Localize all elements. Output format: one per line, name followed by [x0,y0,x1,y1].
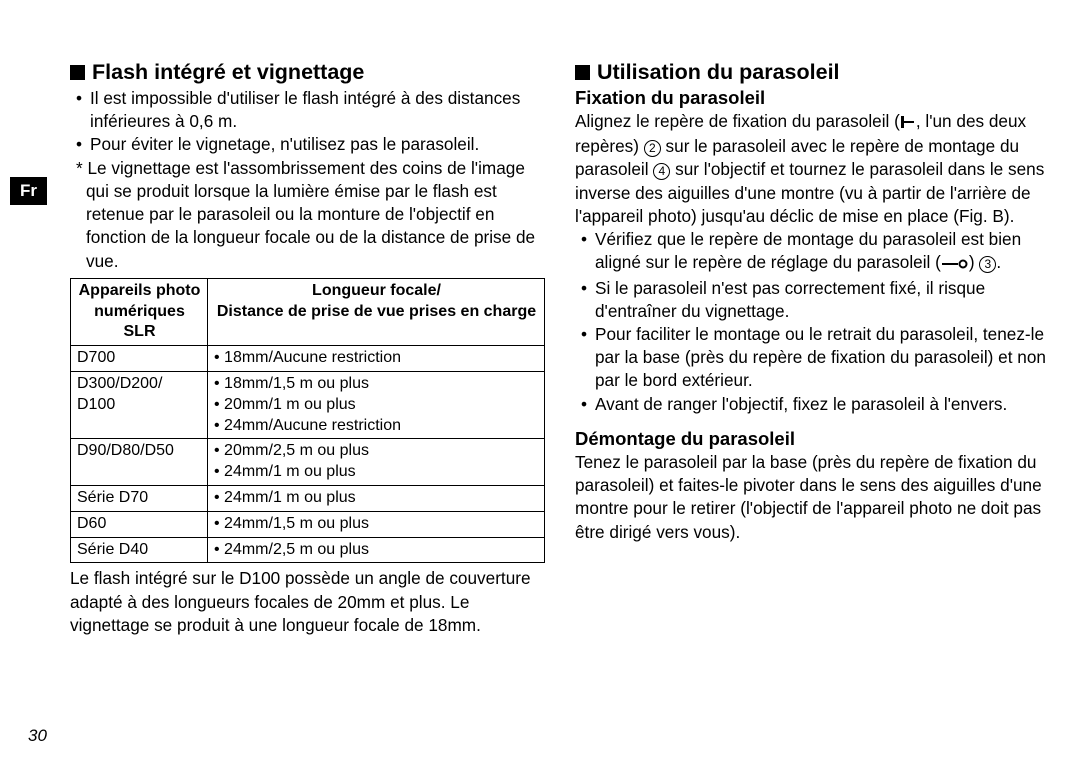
flash-heading-text: Flash intégré et vignettage [92,60,364,85]
flash-heading: Flash intégré et vignettage [70,60,545,85]
compatibility-table: Appareils photo numériques SLR Longueur … [70,278,545,564]
table-row: D60 24mm/1,5 m ou plus [71,511,545,537]
list-item: Avant de ranger l'objectif, fixez le par… [579,393,1050,416]
table-row: Série D70 24mm/1 m ou plus [71,485,545,511]
d100-note: Le flash intégré sur le D100 possède un … [70,567,545,637]
detach-paragraph: Tenez le parasoleil par la base (près du… [575,451,1050,544]
focal-cell: 24mm/1,5 m ou plus [208,511,545,537]
left-column: Flash intégré et vignettage Il est impos… [70,60,545,637]
hood-lock-mark-icon [941,253,969,276]
hood-attach-mark-icon [900,112,916,135]
table-row: D700 18mm/Aucune restriction [71,346,545,372]
page-content: Flash intégré et vignettage Il est impos… [70,60,1050,637]
table-header-cameras: Appareils photo numériques SLR [71,278,208,345]
circled-4-icon: 4 [653,163,670,180]
table-row: Série D40 24mm/2,5 m ou plus [71,537,545,563]
text: Alignez le repère de fixation du parasol… [575,111,900,131]
flash-bullet-list: Il est impossible d'utiliser le flash in… [74,87,545,157]
focal-cell: 20mm/2,5 m ou plus 24mm/1 m ou plus [208,439,545,486]
list-item: Si le parasoleil n'est pas correctement … [579,277,1050,323]
list-item: Il est impossible d'utiliser le flash in… [74,87,545,133]
list-item: Vérifiez que le repère de montage du par… [579,228,1050,276]
attach-bullet-list: Vérifiez que le repère de montage du par… [579,228,1050,416]
camera-cell: D300/D200/ D100 [71,371,208,438]
attach-paragraph: Alignez le repère de fixation du parasol… [575,110,1050,228]
table-row: D300/D200/ D100 18mm/1,5 m ou plus 20mm/… [71,371,545,438]
camera-cell: D60 [71,511,208,537]
focal-cell: 18mm/1,5 m ou plus 20mm/1 m ou plus 24mm… [208,371,545,438]
camera-cell: D90/D80/D50 [71,439,208,486]
right-column: Utilisation du parasoleil Fixation du pa… [575,60,1050,637]
text: . [996,252,1001,272]
text: ) [969,252,980,272]
table-header-focal: Longueur focale/ Distance de prise de vu… [208,278,545,345]
page-number: 30 [28,726,47,746]
hood-heading-text: Utilisation du parasoleil [597,60,840,85]
focal-cell: 24mm/2,5 m ou plus [208,537,545,563]
hood-heading: Utilisation du parasoleil [575,60,1050,85]
vignetting-note: * Le vignettage est l'assombrissement de… [70,157,545,273]
list-item: Pour faciliter le montage ou le retrait … [579,323,1050,393]
camera-cell: D700 [71,346,208,372]
attach-subheading: Fixation du parasoleil [575,87,1050,109]
table-row: D90/D80/D50 20mm/2,5 m ou plus 24mm/1 m … [71,439,545,486]
detach-subheading: Démontage du parasoleil [575,428,1050,450]
language-tab: Fr [10,177,47,205]
camera-cell: Série D70 [71,485,208,511]
list-item: Pour éviter le vignetage, n'utilisez pas… [74,133,545,156]
focal-cell: 18mm/Aucune restriction [208,346,545,372]
circled-3-icon: 3 [979,256,996,273]
circled-2-icon: 2 [644,140,661,157]
camera-cell: Série D40 [71,537,208,563]
focal-cell: 24mm/1 m ou plus [208,485,545,511]
